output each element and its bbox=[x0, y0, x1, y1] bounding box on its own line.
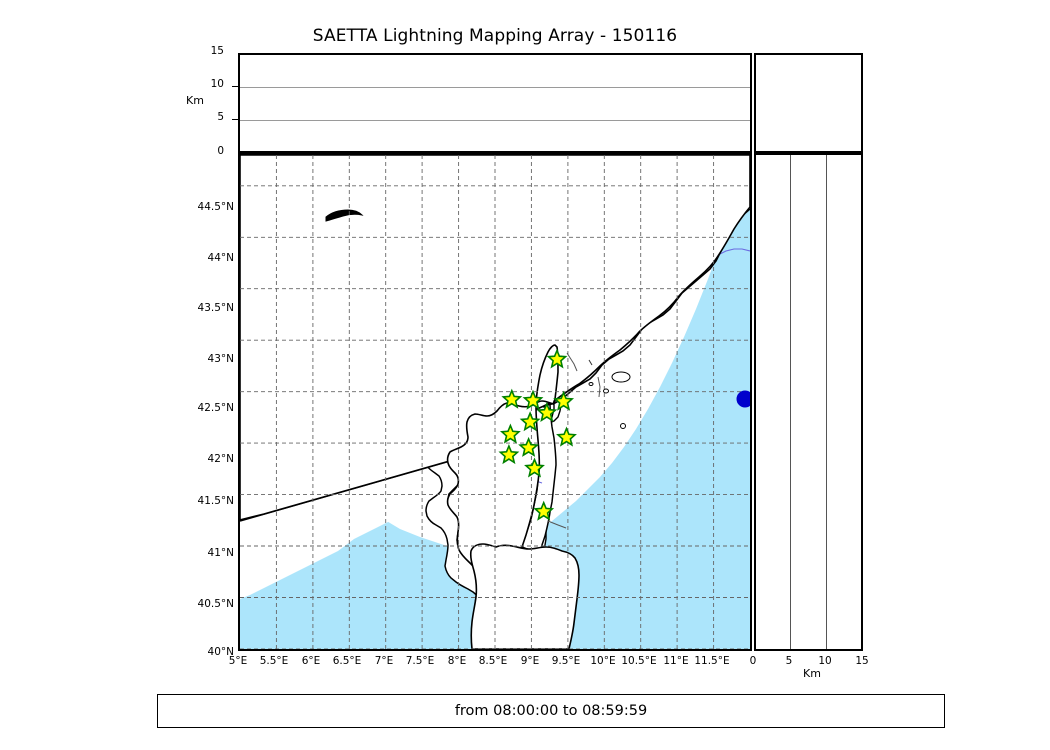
lat-tick-41: 41°N bbox=[207, 547, 234, 559]
lon-tick-6_5: 6.5°E bbox=[332, 655, 362, 667]
top-ytick-5: 5 bbox=[217, 111, 224, 123]
station-star bbox=[553, 390, 575, 411]
lat-tick-40_5: 40.5°N bbox=[197, 598, 234, 610]
station-star bbox=[499, 423, 521, 444]
lon-tick-11: 11°E bbox=[663, 655, 689, 667]
top-ytick-mark-5 bbox=[232, 118, 238, 121]
top-panel-gridline-10 bbox=[240, 86, 750, 88]
lon-tick-7_5: 7.5°E bbox=[405, 655, 435, 667]
status-text: from 08:00:00 to 08:59:59 bbox=[454, 703, 648, 719]
islet-elba-label bbox=[588, 359, 593, 366]
event-marker-dot bbox=[736, 390, 750, 408]
top-right-height-panel bbox=[754, 53, 863, 153]
status-box: from 08:00:00 to 08:59:59 bbox=[157, 694, 945, 728]
station-star bbox=[536, 401, 558, 423]
lon-tick-10_5: 10.5°E bbox=[621, 655, 657, 667]
page-title: SAETTA Lightning Mapping Array - 150116 bbox=[312, 26, 678, 46]
annotation-strokes bbox=[547, 352, 601, 529]
lon-tick-8: 8°E bbox=[447, 655, 467, 667]
map-svg bbox=[240, 155, 750, 649]
lon-tick-9_5: 9.5°E bbox=[551, 655, 581, 667]
right-xtick-10: 10 bbox=[818, 655, 832, 667]
map-canvas[interactable] bbox=[238, 153, 752, 651]
top-ytick-0: 0 bbox=[217, 145, 224, 157]
station-star bbox=[533, 500, 555, 521]
islets bbox=[588, 371, 631, 429]
right-panel-gridline-5 bbox=[789, 155, 791, 649]
lat-tick-43_5: 43.5°N bbox=[197, 302, 234, 314]
right-height-panel bbox=[754, 153, 863, 651]
cape-marker bbox=[325, 209, 364, 222]
station-star bbox=[546, 348, 568, 369]
lon-tick-7: 7°E bbox=[374, 655, 394, 667]
right-xtick-5: 5 bbox=[785, 655, 793, 667]
sardinia-island bbox=[469, 543, 580, 649]
lat-tick-42_5: 42.5°N bbox=[197, 402, 234, 414]
top-panel-axis-label: Km bbox=[186, 94, 204, 107]
top-ytick-mark-10 bbox=[232, 85, 238, 88]
station-star bbox=[522, 389, 544, 410]
lon-tick-10: 10°E bbox=[590, 655, 616, 667]
lon-tick-8_5: 8.5°E bbox=[478, 655, 508, 667]
lon-tick-5: 5°E bbox=[228, 655, 248, 667]
top-ytick-15: 15 bbox=[210, 45, 224, 57]
lma-stations bbox=[498, 348, 577, 521]
lat-tick-44: 44°N bbox=[207, 252, 234, 264]
right-xtick-15: 15 bbox=[855, 655, 869, 667]
map-gridlines bbox=[240, 155, 750, 649]
lon-tick-11_5: 11.5°E bbox=[694, 655, 730, 667]
lat-tick-41_5: 41.5°N bbox=[197, 495, 234, 507]
station-star bbox=[498, 444, 520, 465]
lat-tick-43: 43°N bbox=[207, 353, 234, 365]
right-panel-axis-label: Km bbox=[803, 667, 821, 680]
lat-tick-42: 42°N bbox=[207, 453, 234, 465]
lat-tick-40: 40°N bbox=[207, 646, 234, 658]
top-panel-gridline-5 bbox=[240, 119, 750, 121]
top-ytick-10: 10 bbox=[210, 78, 224, 90]
right-panel-gridline-10 bbox=[825, 155, 827, 649]
top-height-panel bbox=[238, 53, 752, 153]
station-star bbox=[519, 411, 541, 432]
lon-tick-5_5: 5.5°E bbox=[259, 655, 289, 667]
lat-tick-44_5: 44.5°N bbox=[197, 201, 234, 213]
station-star bbox=[556, 426, 577, 447]
station-star bbox=[518, 436, 540, 457]
right-xtick-0: 0 bbox=[749, 655, 757, 667]
station-star bbox=[524, 457, 545, 478]
lon-tick-9: 9°E bbox=[520, 655, 540, 667]
lon-tick-6: 6°E bbox=[301, 655, 321, 667]
station-star bbox=[501, 388, 523, 409]
